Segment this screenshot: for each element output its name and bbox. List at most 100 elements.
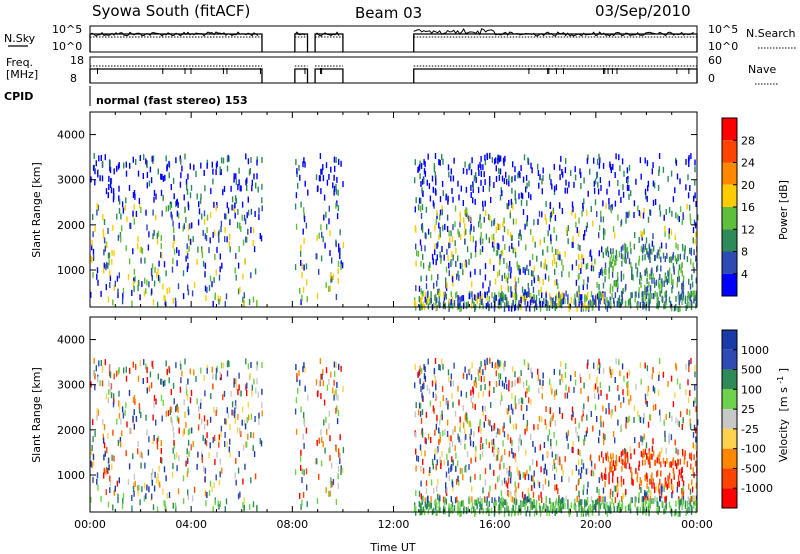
power-point <box>594 258 596 265</box>
power-point <box>654 255 656 261</box>
power-point <box>472 183 475 190</box>
velocity-point <box>237 467 240 474</box>
power-point <box>518 193 520 200</box>
velocity-point <box>567 499 569 506</box>
power-point <box>448 171 450 178</box>
power-point <box>553 163 555 170</box>
velocity-point <box>153 434 155 441</box>
power-point <box>301 263 303 270</box>
power-point <box>637 301 639 307</box>
velocity-point <box>244 423 247 430</box>
power-point <box>695 302 697 309</box>
velocity-point <box>108 389 110 395</box>
velocity-point <box>677 481 679 488</box>
velocity-point <box>176 403 178 410</box>
power-point <box>455 260 457 267</box>
velocity-point <box>580 377 582 383</box>
velocity-point <box>102 433 104 440</box>
velocity-point <box>625 422 627 429</box>
power-point <box>651 248 653 255</box>
power-point <box>245 179 247 186</box>
velocity-point <box>530 434 532 440</box>
velocity-point <box>527 474 530 481</box>
velocity-point <box>253 451 256 458</box>
velocity-point <box>624 505 627 512</box>
power-point <box>612 255 615 262</box>
power-point <box>526 215 529 222</box>
velocity-point <box>602 421 605 428</box>
velocity-point <box>670 434 673 441</box>
velocity-point <box>530 498 532 505</box>
power-point <box>146 182 148 189</box>
velocity-point <box>472 388 475 395</box>
power-point <box>226 165 229 172</box>
power-point <box>506 277 509 284</box>
velocity-point <box>155 419 157 426</box>
power-point <box>94 179 96 186</box>
power-point <box>530 293 532 300</box>
velocity-point <box>436 418 438 424</box>
velocity-point <box>432 405 435 412</box>
power-point <box>607 300 609 307</box>
power-point <box>555 261 558 268</box>
velocity-point <box>673 470 675 477</box>
power-point <box>420 212 423 219</box>
velocity-point <box>639 362 642 369</box>
power-point <box>552 297 555 304</box>
velocity-point <box>531 458 534 465</box>
velocity-point <box>657 506 659 513</box>
power-point <box>206 159 209 166</box>
velocity-point <box>434 358 437 364</box>
velocity-point <box>498 504 500 511</box>
velocity-point <box>439 401 442 408</box>
velocity-point <box>97 376 99 383</box>
velocity-point <box>694 371 696 378</box>
power-point <box>483 171 485 178</box>
power-point <box>615 249 618 256</box>
power-point <box>421 223 424 229</box>
power-point <box>103 219 106 225</box>
velocity-point <box>664 507 667 514</box>
velocity-point <box>495 362 497 369</box>
power-point <box>501 190 503 197</box>
power-point <box>553 301 555 307</box>
velocity-point <box>138 484 140 491</box>
velocity-point <box>643 507 646 514</box>
velocity-point <box>594 500 597 507</box>
power-point <box>133 277 135 284</box>
power-point <box>614 280 616 287</box>
power-point <box>248 299 251 305</box>
power-point <box>446 214 449 221</box>
velocity-point <box>186 448 188 455</box>
power-point <box>495 165 497 172</box>
power-point <box>328 205 330 212</box>
velocity-point <box>212 436 214 443</box>
velocity-point <box>135 415 138 422</box>
velocity-point <box>179 386 182 393</box>
power-point <box>231 196 234 203</box>
velocity-colorbar-tick-label: -500 <box>741 462 766 475</box>
power-point <box>298 164 300 171</box>
power-point <box>125 161 127 168</box>
velocity-point <box>637 410 639 417</box>
power-point <box>261 157 263 163</box>
power-point <box>535 295 538 301</box>
power-point <box>108 175 110 182</box>
power-point <box>105 284 107 291</box>
power-point <box>598 162 601 169</box>
velocity-point <box>458 479 460 486</box>
power-point <box>261 183 263 190</box>
power-point <box>498 302 500 309</box>
power-point <box>510 176 513 183</box>
velocity-point <box>524 494 526 501</box>
power-point <box>567 225 569 232</box>
power-point <box>176 247 178 254</box>
velocity-point <box>605 508 607 515</box>
power-point <box>133 190 136 196</box>
velocity-point <box>665 503 668 510</box>
velocity-point <box>94 373 96 380</box>
velocity-point <box>625 416 627 423</box>
velocity-point <box>639 416 642 423</box>
velocity-point <box>215 374 217 381</box>
velocity-point <box>302 366 304 373</box>
